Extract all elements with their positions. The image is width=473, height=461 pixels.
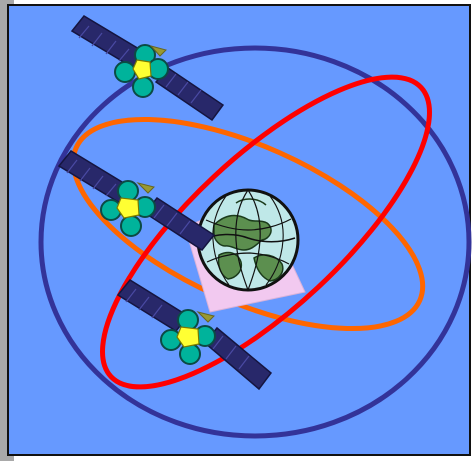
globe-icon: [198, 190, 298, 290]
